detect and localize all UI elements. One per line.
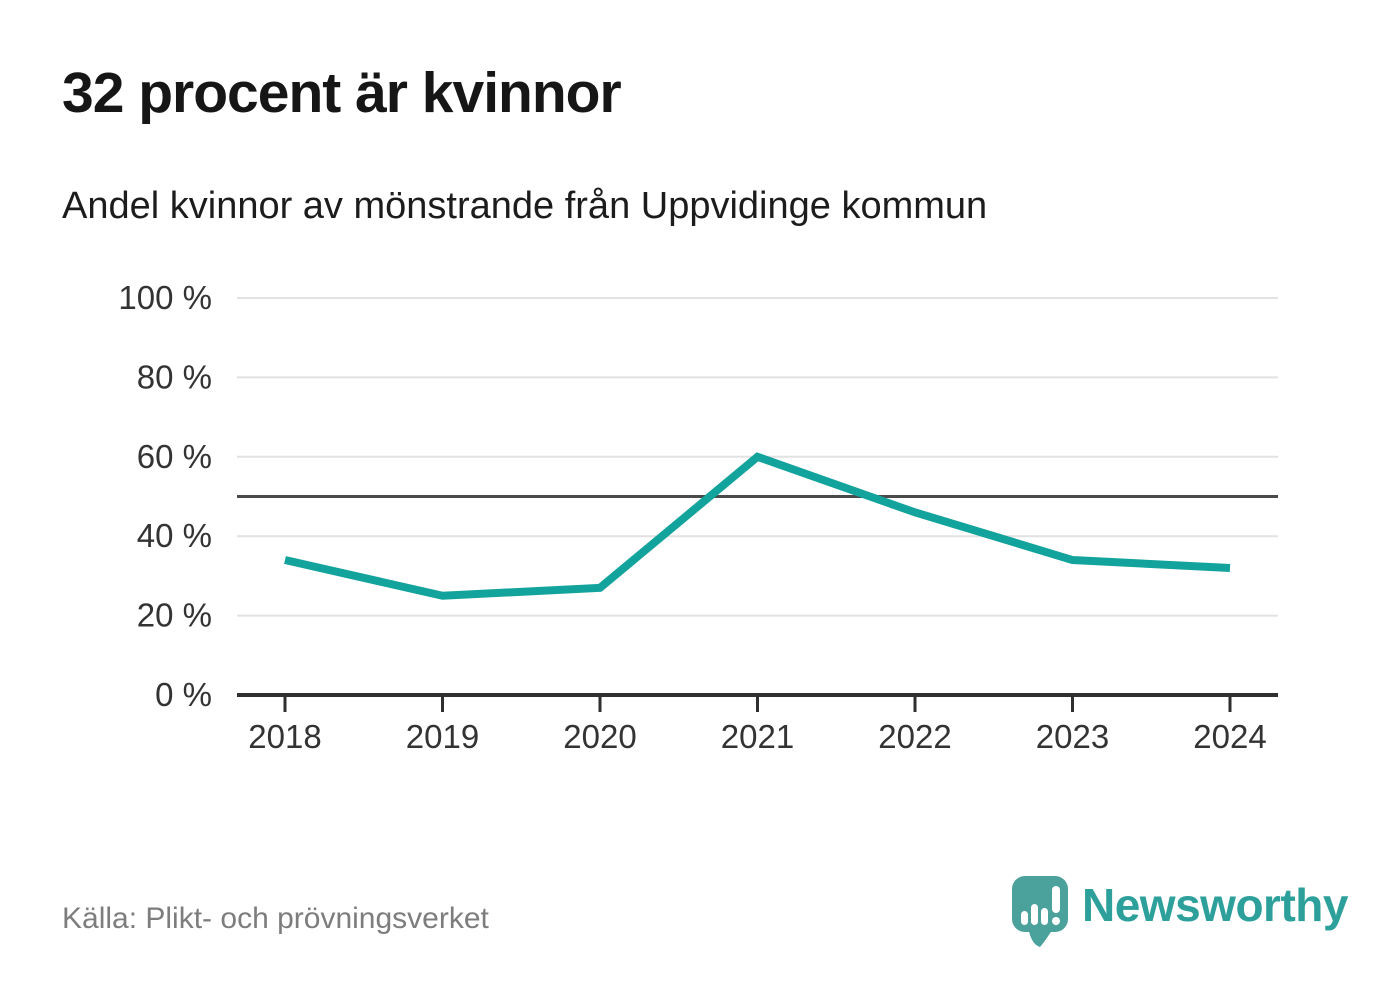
x-axis-tick-label: 2021: [721, 718, 794, 755]
source-note: Källa: Plikt- och prövningsverket: [62, 902, 489, 935]
y-axis-tick-label: 40 %: [137, 517, 212, 554]
x-axis-tick-label: 2022: [878, 718, 951, 755]
newsworthy-logo-icon: [1012, 876, 1068, 947]
y-axis-tick-label: 20 %: [137, 597, 212, 634]
y-axis-tick-label: 80 %: [137, 358, 212, 395]
x-axis-tick-label: 2024: [1193, 718, 1266, 755]
data-line: [284, 452, 1231, 600]
y-axis-tick-label: 60 %: [137, 438, 212, 475]
x-axis-tick-label: 2019: [406, 718, 479, 755]
x-axis-tick-label: 2020: [563, 718, 636, 755]
newsworthy-logo: Newsworthy: [1010, 874, 1348, 954]
y-axis-tick-label: 100 %: [118, 279, 212, 316]
x-axis-tick-label: 2023: [1036, 718, 1109, 755]
y-axis-tick-label: 0 %: [155, 676, 212, 713]
page-title: 32 procent är kvinnor: [62, 61, 622, 125]
newsworthy-logo-text: Newsworthy: [1082, 879, 1348, 931]
chart-subtitle: Andel kvinnor av mönstrande från Uppvidi…: [62, 185, 988, 227]
x-axis-tick-label: 2018: [248, 718, 321, 755]
